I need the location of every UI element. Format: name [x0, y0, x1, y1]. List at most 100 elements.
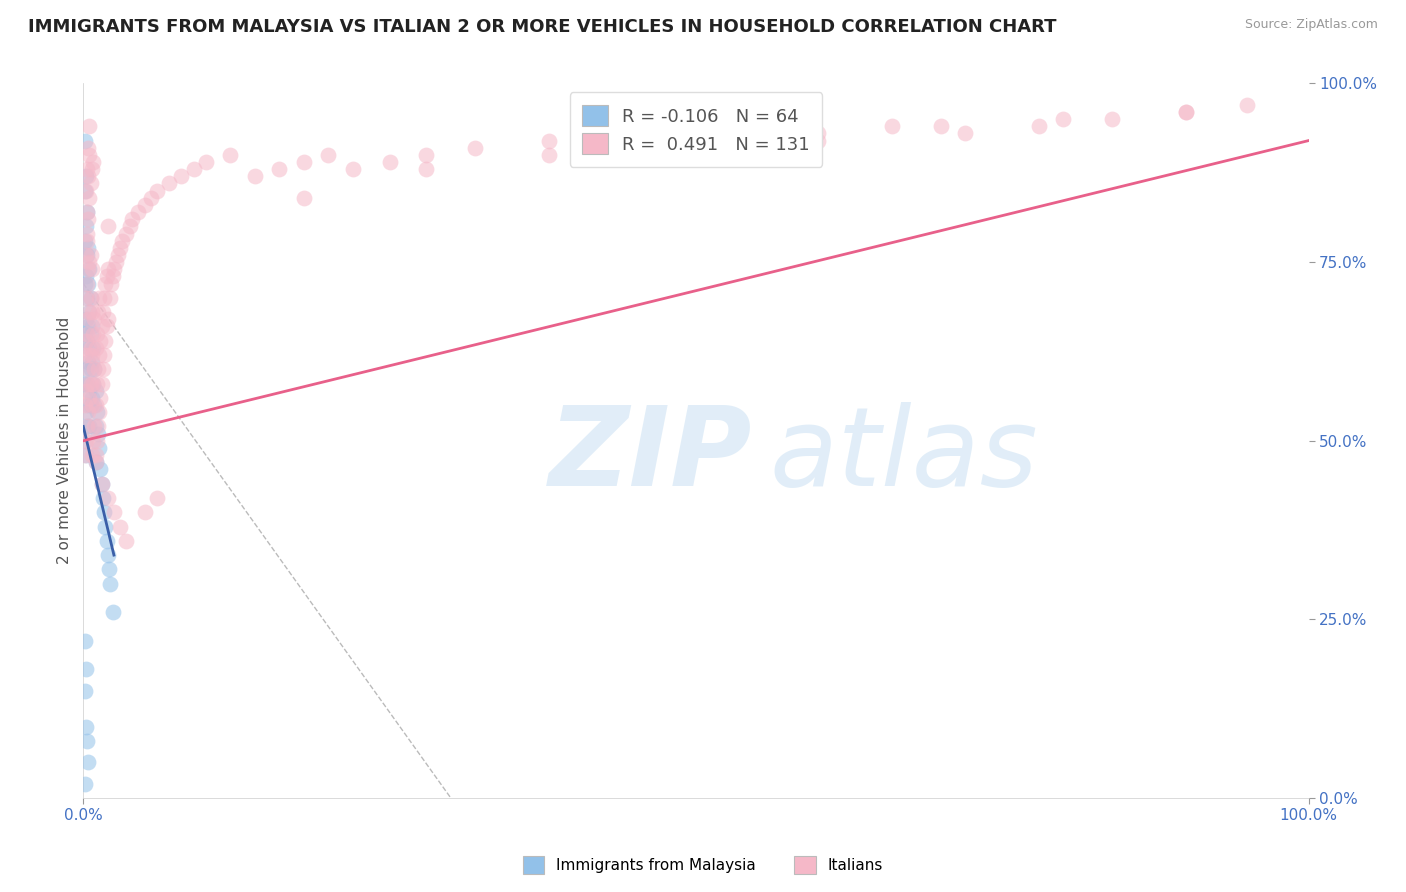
Point — [77, 398, 100, 412]
Point — [880, 120, 903, 134]
Point — [79, 291, 101, 305]
Point — [929, 120, 952, 134]
Point — [77, 756, 100, 770]
Point — [77, 319, 100, 334]
Point — [75, 334, 97, 348]
Point — [134, 505, 156, 519]
Point — [73, 348, 96, 362]
Point — [82, 376, 104, 391]
Point — [79, 291, 101, 305]
Point — [75, 169, 97, 184]
Point — [73, 434, 96, 448]
Point — [75, 219, 97, 234]
Point — [73, 326, 96, 341]
Text: atlas: atlas — [769, 401, 1038, 508]
Point — [75, 384, 97, 398]
Point — [79, 362, 101, 376]
Point — [80, 319, 103, 334]
Point — [77, 212, 100, 227]
Point — [75, 434, 97, 448]
Point — [79, 120, 101, 134]
Text: IMMIGRANTS FROM MALAYSIA VS ITALIAN 2 OR MORE VEHICLES IN HOUSEHOLD CORRELATION : IMMIGRANTS FROM MALAYSIA VS ITALIAN 2 OR… — [28, 18, 1057, 36]
Point — [1175, 105, 1198, 120]
Point — [84, 384, 107, 398]
Y-axis label: 2 or more Vehicles in Household: 2 or more Vehicles in Household — [58, 318, 72, 565]
Point — [76, 419, 98, 434]
Point — [378, 155, 401, 169]
Point — [139, 191, 162, 205]
Point — [1028, 120, 1050, 134]
Point — [97, 262, 120, 277]
Point — [734, 134, 756, 148]
Point — [134, 198, 156, 212]
Point — [82, 341, 104, 355]
Point — [76, 227, 98, 241]
Point — [75, 312, 97, 326]
Point — [89, 391, 111, 405]
Point — [77, 405, 100, 419]
Point — [87, 305, 110, 319]
Point — [98, 562, 121, 576]
Point — [75, 448, 97, 462]
Point — [79, 376, 101, 391]
Point — [82, 434, 104, 448]
Point — [75, 362, 97, 376]
Point — [73, 184, 96, 198]
Point — [118, 219, 141, 234]
Point — [1101, 112, 1123, 127]
Point — [107, 248, 129, 262]
Point — [73, 134, 96, 148]
Point — [83, 419, 105, 434]
Point — [80, 305, 103, 319]
Point — [80, 348, 103, 362]
Point — [342, 162, 364, 177]
Point — [73, 234, 96, 248]
Point — [73, 277, 96, 291]
Point — [75, 720, 97, 734]
Point — [89, 291, 111, 305]
Point — [79, 177, 101, 191]
Point — [75, 405, 97, 419]
Point — [661, 127, 683, 141]
Point — [108, 241, 131, 255]
Point — [599, 141, 621, 155]
Point — [91, 362, 114, 376]
Point — [84, 341, 107, 355]
Point — [76, 205, 98, 219]
Point — [79, 398, 101, 412]
Point — [80, 448, 103, 462]
Point — [77, 312, 100, 326]
Point — [80, 398, 103, 412]
Point — [79, 391, 101, 405]
Point — [292, 155, 315, 169]
Point — [76, 291, 98, 305]
Point — [807, 134, 830, 148]
Point — [90, 376, 112, 391]
Point — [464, 141, 486, 155]
Point — [87, 419, 110, 434]
Point — [243, 169, 266, 184]
Point — [100, 277, 122, 291]
Point — [79, 348, 101, 362]
Point — [103, 262, 125, 277]
Point — [115, 533, 138, 548]
Point — [76, 205, 98, 219]
Point — [1175, 105, 1198, 120]
Point — [292, 191, 315, 205]
Point — [79, 255, 101, 269]
Point — [75, 184, 97, 198]
Point — [87, 362, 110, 376]
Point — [84, 448, 107, 462]
Point — [82, 326, 104, 341]
Point — [80, 355, 103, 369]
Text: ZIP: ZIP — [548, 401, 752, 508]
Point — [94, 334, 117, 348]
Point — [183, 162, 205, 177]
Point — [157, 177, 180, 191]
Point — [76, 734, 98, 748]
Point — [121, 212, 143, 227]
Point — [73, 633, 96, 648]
Point — [97, 491, 120, 505]
Point — [76, 376, 98, 391]
Point — [79, 341, 101, 355]
